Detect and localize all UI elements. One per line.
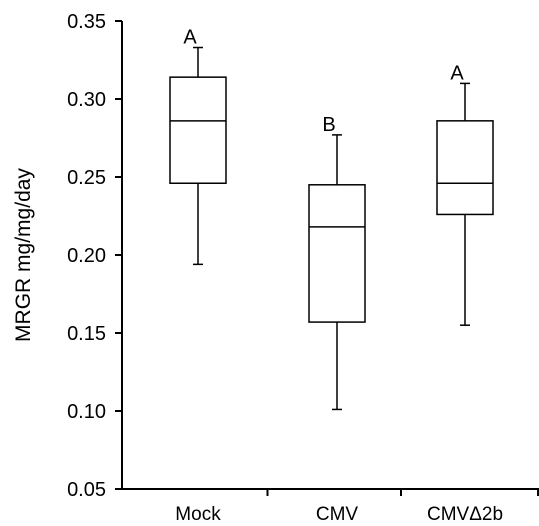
x-category-label: Mock	[175, 504, 221, 525]
y-tick-label: 0.20	[67, 245, 106, 267]
significance-label: B	[322, 114, 335, 136]
box-cmv: B	[308, 114, 366, 411]
x-category-label: CMV	[316, 504, 359, 525]
box-mock: A	[169, 27, 227, 266]
y-tick-label: 0.30	[67, 89, 106, 111]
x-category-label: CMVΔ2b	[427, 504, 503, 525]
y-axis: 0.05 0.10 0.15 0.20 0.25 0.30 0.35	[67, 11, 123, 501]
y-axis-title: MRGR mg/mg/day	[12, 168, 35, 342]
x-axis: Mock CMV CMVΔ2b	[121, 488, 539, 525]
y-tick-label: 0.25	[67, 167, 106, 189]
y-tick-label: 0.15	[67, 323, 106, 345]
y-tick-label: 0.35	[67, 11, 106, 33]
y-tick-label: 0.05	[67, 479, 106, 501]
box-cmv-2b: A	[436, 62, 494, 326]
box-body	[436, 120, 494, 216]
significance-label: A	[183, 27, 197, 49]
box-body	[169, 76, 227, 184]
significance-label: A	[450, 62, 464, 84]
y-tick-label: 0.10	[67, 401, 106, 423]
boxes: A B A	[169, 27, 494, 411]
box-body	[308, 184, 366, 323]
